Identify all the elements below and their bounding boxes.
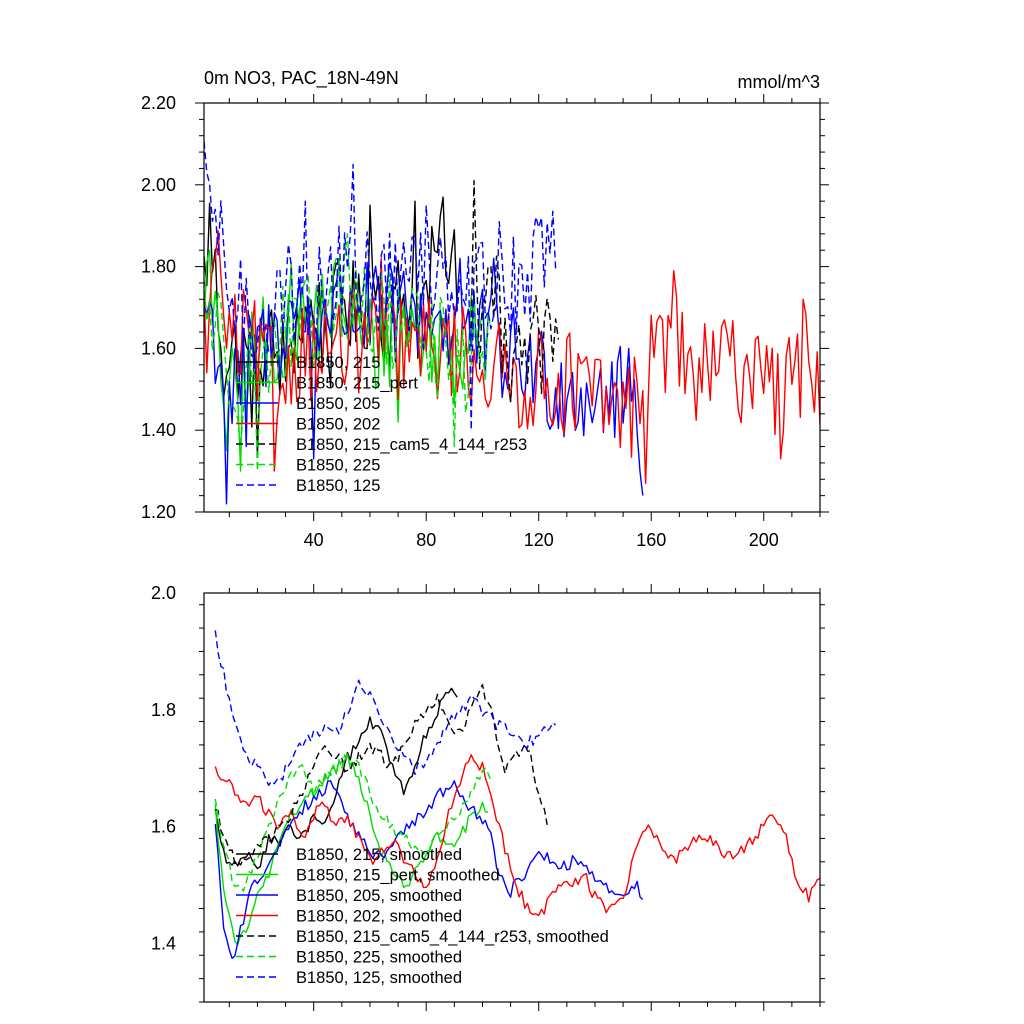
- panel2-legend-label-3: B1850, 205, smoothed: [296, 887, 462, 905]
- panel1-xtick-label: 200: [749, 530, 779, 550]
- panel1-legend-label-5: B1850, 215_cam5_4_144_r253: [296, 436, 527, 454]
- panel2-legend-label-1: B1850, 215, smoothed: [296, 846, 462, 864]
- panel1-legend-label-7: B1850, 125: [296, 477, 380, 495]
- panel2-legend-label-7: B1850, 125, smoothed: [296, 969, 462, 987]
- panel1-ytick-label: 2.00: [141, 175, 176, 195]
- panel1-legend-label-6: B1850, 225: [296, 457, 380, 475]
- panel1-legend-label-1: B1850, 215: [296, 354, 380, 372]
- panel1-legend-label-2: B1850, 215_pert: [296, 375, 418, 393]
- panel1-ytick-label: 1.40: [141, 420, 176, 440]
- panel2-plot: B1850, 215, smoothed B1850, 215_pert, smo…: [151, 583, 825, 1011]
- panel2-axes: 1.4 1.6 1.8 2.0: [151, 583, 825, 1011]
- panel1-series-group: [204, 141, 820, 505]
- panel1-plot: B1850, 215 B1850, 215_pert B1850, 205 B1850…: [141, 93, 829, 550]
- panel2-series-line-1: [214, 687, 458, 870]
- panel1-xtick-label: 40: [304, 530, 324, 550]
- panel1-xtick-label: 160: [636, 530, 666, 550]
- panel2-series-line-7: [214, 630, 557, 786]
- panel1-series-line-1: [204, 196, 458, 456]
- panel1-legend-label-4: B1850, 202: [296, 416, 380, 434]
- panel2-legend-label-5: B1850, 215_cam5_4_144_r253, smoothed: [296, 928, 609, 946]
- panel2-series-group: [214, 630, 820, 959]
- panel2-ytick-label: 1.4: [151, 934, 176, 954]
- panel1-series-line-6: [204, 233, 492, 472]
- panel1-frame: [203, 102, 821, 513]
- panel1-units: mmol/m^3: [738, 72, 820, 92]
- panel1-axes: 40 80 120 160 200 1.20 1.40 1.60 1.80 2.00 2.20: [141, 93, 829, 550]
- panel1-title: 0m NO3, PAC_18N-49N: [204, 68, 399, 89]
- panel2-legend: B1850, 215, smoothed B1850, 215_pert, smo…: [236, 846, 609, 987]
- panel2-ytick-label: 1.6: [151, 817, 176, 837]
- panel1-ytick-label: 1.80: [141, 257, 176, 277]
- panel2-frame: [203, 592, 821, 1003]
- panel1-ytick-label: 2.20: [141, 93, 176, 113]
- panel1-series-line-3: [204, 257, 644, 505]
- panel2-series-line-4: [214, 754, 820, 917]
- panel1-series-line-5: [470, 180, 560, 403]
- panel2-legend-label-6: B1850, 225, smoothed: [296, 949, 462, 967]
- panel1-legend-label-3: B1850, 205: [296, 395, 380, 413]
- panel2-ytick-label: 2.0: [151, 583, 176, 603]
- panel2-series-line-3: [214, 780, 644, 959]
- panel1-ytick-label: 1.20: [141, 502, 176, 522]
- panel1-ytick-label: 1.60: [141, 338, 176, 358]
- panel1-xtick-label: 120: [524, 530, 554, 550]
- panel2-ytick-label: 1.8: [151, 700, 176, 720]
- panel2-series-line-5: [215, 683, 548, 866]
- panel1-legend: B1850, 215 B1850, 215_pert B1850, 205 B1850…: [236, 354, 527, 495]
- panel2-series-line-6: [214, 754, 492, 892]
- panel2-legend-label-2: B1850, 215_pert, smoothed: [296, 867, 500, 885]
- panel2-legend-label-4: B1850, 202, smoothed: [296, 908, 462, 926]
- panel1-xtick-label: 80: [416, 530, 436, 550]
